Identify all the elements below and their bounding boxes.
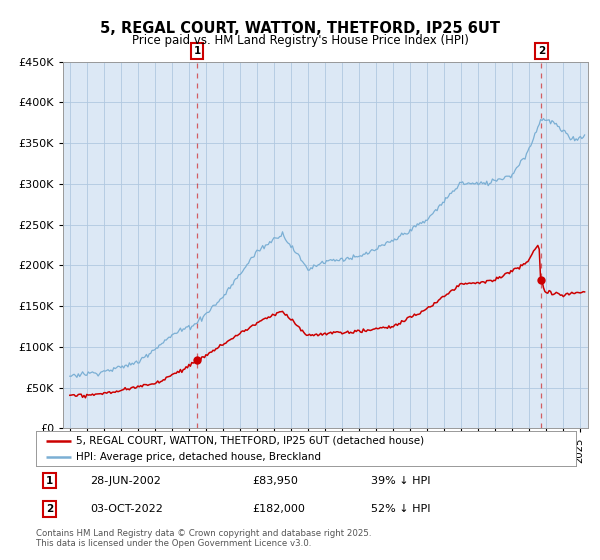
Text: Contains HM Land Registry data © Crown copyright and database right 2025.: Contains HM Land Registry data © Crown c… xyxy=(36,529,371,538)
Text: £182,000: £182,000 xyxy=(252,504,305,514)
Text: 2: 2 xyxy=(538,46,545,56)
Text: 2: 2 xyxy=(46,504,53,514)
Text: 28-JUN-2002: 28-JUN-2002 xyxy=(90,475,161,486)
Text: 52% ↓ HPI: 52% ↓ HPI xyxy=(371,504,430,514)
Text: 1: 1 xyxy=(46,475,53,486)
Text: Price paid vs. HM Land Registry's House Price Index (HPI): Price paid vs. HM Land Registry's House … xyxy=(131,34,469,46)
Text: HPI: Average price, detached house, Breckland: HPI: Average price, detached house, Brec… xyxy=(77,451,322,461)
Text: 5, REGAL COURT, WATTON, THETFORD, IP25 6UT (detached house): 5, REGAL COURT, WATTON, THETFORD, IP25 6… xyxy=(77,436,425,446)
Text: 39% ↓ HPI: 39% ↓ HPI xyxy=(371,475,430,486)
Text: 5, REGAL COURT, WATTON, THETFORD, IP25 6UT: 5, REGAL COURT, WATTON, THETFORD, IP25 6… xyxy=(100,21,500,36)
Text: 03-OCT-2022: 03-OCT-2022 xyxy=(90,504,163,514)
Text: 1: 1 xyxy=(194,46,201,56)
Text: This data is licensed under the Open Government Licence v3.0.: This data is licensed under the Open Gov… xyxy=(36,539,311,548)
Text: £83,950: £83,950 xyxy=(252,475,298,486)
